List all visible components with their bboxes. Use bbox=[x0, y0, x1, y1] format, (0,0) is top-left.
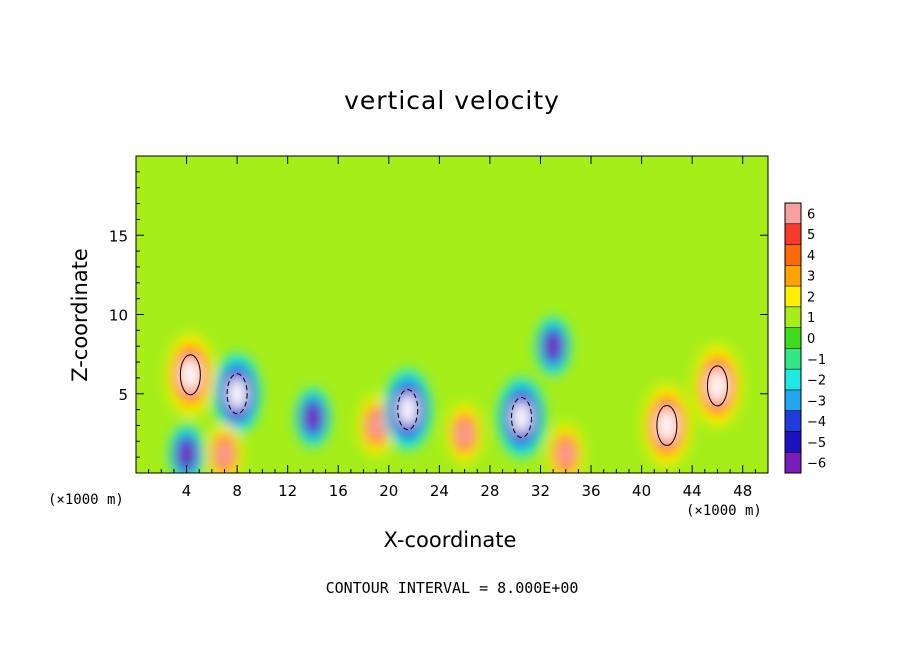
feature-core-6 bbox=[512, 401, 531, 434]
y-tick-label-15: 15 bbox=[109, 227, 128, 245]
contour-line-1 bbox=[226, 373, 248, 415]
colorbar-label-5: 1 bbox=[807, 311, 815, 326]
x-tick-label-8: 8 bbox=[232, 482, 242, 500]
colorbar-cell-0 bbox=[785, 203, 801, 224]
velocity-field bbox=[136, 156, 768, 473]
colorbar-cell-6 bbox=[785, 327, 801, 349]
feature-core-8 bbox=[657, 409, 676, 442]
feature-core-0 bbox=[181, 358, 200, 391]
colorbar-label-3: 3 bbox=[807, 270, 815, 285]
feature-ring-3-2 bbox=[368, 413, 384, 438]
colorbar-cell-3 bbox=[785, 265, 801, 287]
colorbar-label-6: 0 bbox=[807, 332, 815, 347]
x-unit-label-right: (×1000 m) bbox=[686, 503, 762, 519]
x-unit-label-left: (×1000 m) bbox=[48, 492, 124, 508]
colorbar-label-10: −4 bbox=[807, 415, 826, 430]
colorbar-label-12: −6 bbox=[807, 457, 826, 472]
x-tick-label-32: 32 bbox=[531, 482, 550, 500]
colorbar-cell-7 bbox=[785, 348, 801, 370]
colorbar-label-7: −1 bbox=[807, 353, 826, 368]
feature-ring-11-2 bbox=[217, 441, 232, 467]
feature-ring-2-2 bbox=[305, 405, 321, 430]
feature-ring-10-2 bbox=[179, 441, 194, 467]
colorbar-label-2: 4 bbox=[807, 249, 815, 264]
colorbar-label-1: 5 bbox=[807, 228, 815, 243]
colorbar-cell-10 bbox=[785, 410, 801, 432]
contour-interval-note: CONTOUR INTERVAL = 8.000E+00 bbox=[325, 579, 579, 597]
contour-line-4 bbox=[397, 389, 419, 431]
feature-core-4 bbox=[398, 393, 417, 426]
contour-line-6 bbox=[511, 397, 533, 439]
colorbar-cell-5 bbox=[785, 306, 801, 328]
x-tick-label-4: 4 bbox=[182, 482, 192, 500]
x-tick-label-40: 40 bbox=[632, 482, 651, 500]
colorbar: 6 5 4 3 2 1 0 −1 −2 −3 −4 −5 −6 bbox=[784, 202, 826, 474]
contour-line-8 bbox=[656, 404, 678, 446]
colorbar-label-8: −2 bbox=[807, 374, 826, 389]
x-tick-label-28: 28 bbox=[480, 482, 499, 500]
contour-line-9 bbox=[706, 365, 728, 407]
feature-core-1 bbox=[228, 377, 247, 410]
x-tick-label-36: 36 bbox=[581, 482, 600, 500]
x-tick-label-24: 24 bbox=[430, 482, 449, 500]
colorbar-cell-8 bbox=[785, 369, 801, 390]
colorbar-label-0: 6 bbox=[807, 207, 815, 222]
x-tick-label-20: 20 bbox=[379, 482, 398, 500]
colorbar-cell-12 bbox=[785, 452, 801, 473]
colorbar-label-11: −5 bbox=[807, 436, 826, 451]
colorbar-label-4: 2 bbox=[807, 290, 815, 305]
field-blobs bbox=[166, 316, 742, 473]
feature-ring-7-2 bbox=[545, 334, 561, 359]
colorbar-cell-1 bbox=[785, 223, 801, 245]
feature-core-9 bbox=[708, 369, 727, 402]
contour-line-0 bbox=[179, 354, 201, 396]
x-axis-label: X-coordinate bbox=[383, 528, 517, 552]
colorbar-cell-2 bbox=[785, 244, 801, 266]
colorbar-cell-11 bbox=[785, 431, 801, 453]
colorbar-cell-4 bbox=[785, 286, 801, 307]
feature-ring-12-2 bbox=[558, 441, 573, 467]
colorbar-label-9: −3 bbox=[807, 394, 826, 409]
x-tick-label-16: 16 bbox=[329, 482, 348, 500]
x-tick-label-48: 48 bbox=[733, 482, 752, 500]
x-tick-label-12: 12 bbox=[278, 482, 297, 500]
colorbar-cell-9 bbox=[785, 389, 801, 411]
chart-title: vertical velocity bbox=[344, 86, 560, 115]
y-tick-label-5: 5 bbox=[118, 386, 128, 404]
feature-ring-5-2 bbox=[457, 421, 472, 446]
y-tick-label-10: 10 bbox=[109, 307, 128, 325]
field-upper-band bbox=[136, 156, 768, 299]
colorbar-frame bbox=[784, 202, 802, 474]
x-tick-label-44: 44 bbox=[683, 482, 702, 500]
